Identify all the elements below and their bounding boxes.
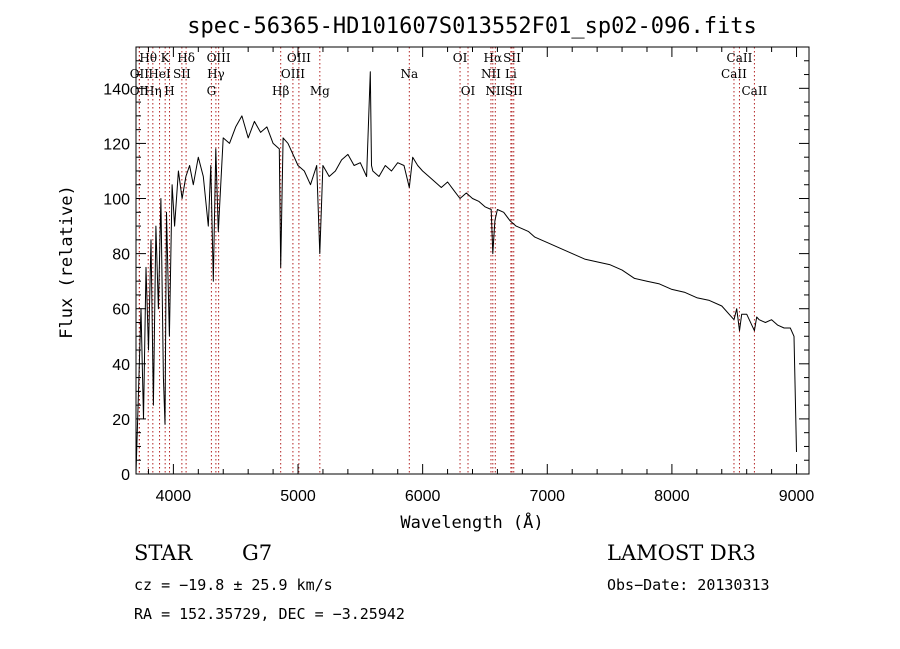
x-axis-label: Wavelength (Å) [400, 511, 543, 533]
y-tick-label: 40 [112, 357, 130, 374]
line-marker-label: OII [130, 84, 150, 98]
y-axis: 0 20 40 60 80 100 120 140 [103, 60, 809, 484]
line-marker-label: H [164, 84, 174, 98]
x-tick-label: 5000 [280, 488, 316, 505]
x-tick-label: 7000 [529, 488, 565, 505]
y-tick-label: 100 [103, 192, 130, 209]
line-marker-label: OIII [207, 51, 231, 65]
survey-name: LAMOST DR3 [607, 541, 756, 565]
obs-date: Obs−Date: 20130313 [607, 576, 770, 594]
y-tick-label: 120 [103, 136, 130, 153]
line-marker-label: CaII [721, 67, 747, 81]
line-marker-label: Hγ [207, 67, 225, 81]
line-marker-label: SII [173, 67, 191, 81]
y-tick-label: 20 [112, 412, 130, 429]
spectrum-line [135, 71, 797, 475]
line-marker-label: Hβ [272, 84, 289, 98]
y-tick-label: 60 [112, 302, 130, 319]
line-marker-label: Li [505, 67, 517, 81]
line-marker-label: Hθ [139, 51, 157, 65]
line-marker-label: Na [400, 67, 418, 81]
spectral-subclass: G7 [242, 541, 272, 565]
line-markers: Hθ OII OII K HeI Hη H SII Hδ OIII Hγ G Hβ OIII OIII Mg N… [130, 47, 768, 474]
line-marker-label: OI [461, 84, 476, 98]
line-marker-label: OIII [287, 51, 311, 65]
line-marker-label: Hη [144, 84, 162, 98]
line-marker-label: OI [453, 51, 468, 65]
redshift-readout: cz = −19.8 ± 25.9 km/s [134, 576, 333, 594]
line-marker-label: CaII [741, 84, 767, 98]
line-marker-label: SII [503, 51, 521, 65]
line-marker-label: Mg [310, 84, 330, 98]
line-marker-label: OIII [281, 67, 305, 81]
object-class: STAR [134, 541, 193, 565]
line-marker-label: Hα [484, 51, 503, 65]
y-axis-label: Flux (relative) [57, 185, 77, 339]
line-marker-label: G [207, 84, 217, 98]
coordinates-readout: RA = 152.35729, DEC = −3.25942 [134, 605, 405, 623]
line-marker-label: SII [505, 84, 523, 98]
y-tick-label: 0 [121, 467, 130, 484]
y-tick-label: 80 [112, 247, 130, 264]
chart-title: spec-56365-HD101607S013552F01_sp02-096.f… [187, 14, 757, 39]
line-marker-label: OII [130, 67, 150, 81]
line-marker-label: NII [481, 67, 501, 81]
plot-frame [135, 46, 810, 475]
line-marker-label: Hδ [177, 51, 195, 65]
spectrum-series [135, 71, 797, 475]
line-marker-label: NII [485, 84, 505, 98]
x-axis: 4000 5000 6000 7000 8000 9000 [147, 47, 815, 505]
x-tick-label: 6000 [405, 488, 441, 505]
line-marker-label: HeI [148, 67, 171, 81]
x-tick-label: 9000 [779, 488, 815, 505]
y-tick-label: 140 [103, 81, 130, 98]
x-tick-label: 8000 [654, 488, 690, 505]
line-marker-label: CaII [727, 51, 753, 65]
line-marker-label: K [161, 51, 171, 65]
x-tick-label: 4000 [156, 488, 192, 505]
